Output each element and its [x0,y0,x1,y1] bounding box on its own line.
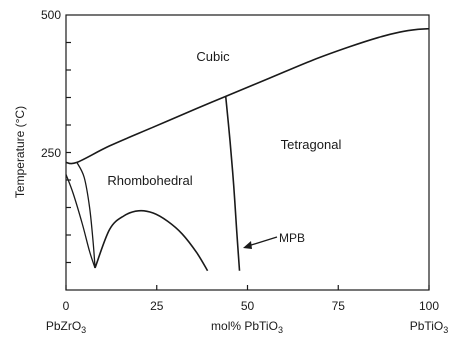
region-label-rhombohedral: Rhombohedral [107,173,192,188]
x-axis-label-subscript: 3 [278,325,283,335]
region-label-tetragonal: Tetragonal [281,137,342,152]
x-end-label-left-subscript: 3 [81,325,86,335]
region-label-cubic: Cubic [196,49,230,64]
y-tick-label-250: 250 [41,146,61,160]
mpb-label: MPB [279,231,305,245]
series-line-mpb [224,96,241,271]
x-tick-label-25: 25 [150,299,164,313]
x-tick-label-100: 100 [419,299,439,313]
x-tick-label-75: 75 [332,299,346,313]
y-tick-label-500: 500 [41,8,61,22]
series-line-rhombohedral-left-lower [65,174,96,269]
x-end-label-left: PbZrO3 [46,319,86,335]
series-line-cubic-boundary [65,27,430,165]
x-axis-label: mol% PbTiO3 [211,319,283,335]
mpb-arrow-line [247,236,278,247]
plot-frame [65,14,430,291]
y-axis-label: Temperature (°C) [13,106,27,198]
series-line-rhombohedral-left-upper [76,162,96,269]
series-line-rhombohedral-dome [94,209,209,272]
x-end-label-right: PbTiO3 [410,319,449,335]
x-end-label-right-subscript: 3 [443,325,448,335]
x-tick-label-50: 50 [241,299,255,313]
mpb-arrow-head [243,241,252,249]
x-tick-label-0: 0 [63,299,70,313]
